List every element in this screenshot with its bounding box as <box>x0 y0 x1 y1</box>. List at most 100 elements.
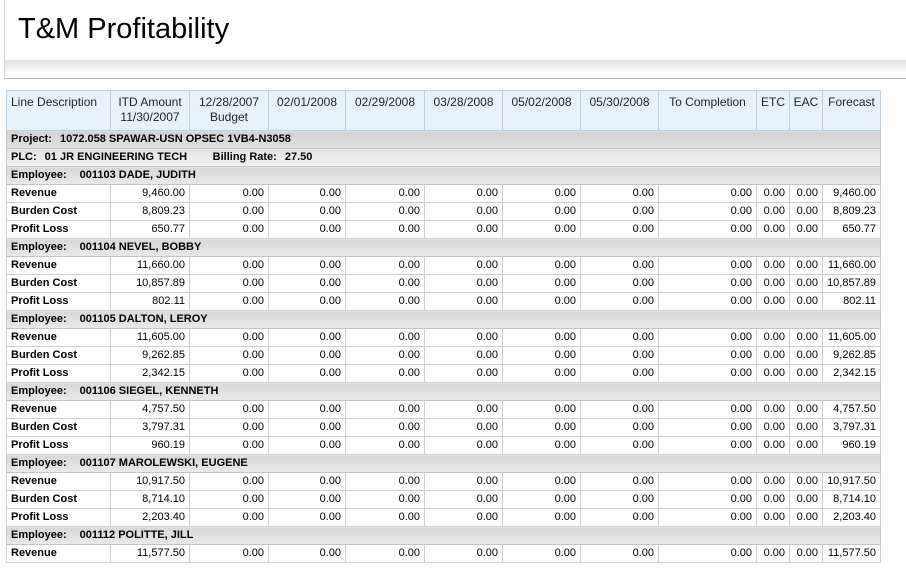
plc-band-row-cell: PLC: 01 JR ENGINEERING TECH Billing Rate: 2… <box>6 148 881 167</box>
value-cell: 0.00 <box>502 490 581 509</box>
value-cell: 0.00 <box>658 418 757 437</box>
value-cell: 0.00 <box>268 184 346 203</box>
project-label: Project: <box>11 133 52 145</box>
value-cell: 0.00 <box>268 364 346 383</box>
value-cell: 0.00 <box>345 490 425 509</box>
plc-value: 01 JR ENGINEERING TECH <box>44 151 188 163</box>
value-cell: 0.00 <box>502 472 581 491</box>
data-row-revenue: Revenue 11,577.50 0.00 0.00 0.00 0.00 0.00 0.00… <box>6 544 881 563</box>
value-cell: 0.00 <box>789 508 823 527</box>
employee-band-row: Employee: 001107 MAROLEWSKI, EUGENE <box>6 454 881 473</box>
employee-label: Employee: <box>11 529 67 541</box>
line-description-cell: Profit Loss <box>6 220 111 239</box>
value-cell: 0.00 <box>189 418 269 437</box>
value-cell: 0.00 <box>189 220 269 239</box>
line-description-cell: Burden Cost <box>6 418 111 437</box>
value-cell: 0.00 <box>189 346 269 365</box>
value-cell: 0.00 <box>345 202 425 221</box>
data-row-revenue: Revenue 4,757.50 0.00 0.00 0.00 0.00 0.00 0.00 0… <box>6 400 881 419</box>
value-cell: 0.00 <box>189 472 269 491</box>
data-row-revenue: Revenue 11,605.00 0.00 0.00 0.00 0.00 0.00 0.00… <box>6 328 881 347</box>
value-cell: 0.00 <box>189 292 269 311</box>
data-row-revenue: Revenue 10,917.50 0.00 0.00 0.00 0.00 0.00 0.00… <box>6 472 881 491</box>
data-row-burden-cost: Burden Cost 8,809.23 0.00 0.00 0.00 0.00 0.00 0… <box>6 202 881 221</box>
value-cell: 0.00 <box>756 202 790 221</box>
value-cell: 0.00 <box>580 184 659 203</box>
value-cell: 0.00 <box>268 220 346 239</box>
employee-band-row-cell: Employee: 001106 SIEGEL, KENNETH <box>6 382 881 401</box>
value-cell: 0.00 <box>756 508 790 527</box>
value-cell: 0.00 <box>756 256 790 275</box>
value-cell: 0.00 <box>789 544 823 563</box>
value-cell: 0.00 <box>424 274 503 293</box>
value-cell: 8,714.10 <box>110 490 190 509</box>
value-cell: 10,917.50 <box>110 472 190 491</box>
column-header-period-02-01-2008: 02/01/2008 <box>268 90 346 131</box>
toolbar-strip <box>5 60 906 72</box>
line-description-cell: Revenue <box>6 472 111 491</box>
value-cell: 0.00 <box>345 508 425 527</box>
value-cell: 11,605.00 <box>822 328 881 347</box>
value-cell: 8,809.23 <box>110 202 190 221</box>
project-band-row: Project: 1072.058 SPAWAR-USN OPSEC 1VB4-N… <box>6 130 881 149</box>
value-cell: 2,342.15 <box>110 364 190 383</box>
value-cell: 0.00 <box>189 274 269 293</box>
value-cell: 0.00 <box>789 436 823 455</box>
value-cell: 0.00 <box>189 400 269 419</box>
value-cell: 0.00 <box>580 490 659 509</box>
value-cell: 0.00 <box>502 292 581 311</box>
value-cell: 0.00 <box>345 364 425 383</box>
value-cell: 0.00 <box>268 292 346 311</box>
column-header-period-05-30-2008: 05/30/2008 <box>580 90 659 131</box>
line-description-cell: Revenue <box>6 328 111 347</box>
value-cell: 0.00 <box>268 346 346 365</box>
employee-band-row-cell: Employee: 001103 DADE, JUDITH <box>6 166 881 185</box>
value-cell: 0.00 <box>658 184 757 203</box>
value-cell: 0.00 <box>756 184 790 203</box>
employee-name: 001104 NEVEL, BOBBY <box>79 241 202 253</box>
value-cell: 650.77 <box>822 220 881 239</box>
value-cell: 9,262.85 <box>110 346 190 365</box>
value-cell: 0.00 <box>268 418 346 437</box>
value-cell: 0.00 <box>502 274 581 293</box>
value-cell: 0.00 <box>789 220 823 239</box>
value-cell: 0.00 <box>502 436 581 455</box>
employee-name: 001106 SIEGEL, KENNETH <box>79 385 219 397</box>
value-cell: 0.00 <box>658 220 757 239</box>
employee-band-row: Employee: 001106 SIEGEL, KENNETH <box>6 382 881 401</box>
value-cell: 0.00 <box>268 472 346 491</box>
value-cell: 0.00 <box>580 400 659 419</box>
value-cell: 0.00 <box>424 508 503 527</box>
line-description-cell: Burden Cost <box>6 490 111 509</box>
value-cell: 802.11 <box>110 292 190 311</box>
value-cell: 11,577.50 <box>110 544 190 563</box>
value-cell: 802.11 <box>822 292 881 311</box>
value-cell: 0.00 <box>658 274 757 293</box>
value-cell: 0.00 <box>756 544 790 563</box>
line-description-cell: Revenue <box>6 256 111 275</box>
value-cell: 0.00 <box>580 418 659 437</box>
value-cell: 8,809.23 <box>822 202 881 221</box>
billing-rate-value: 27.50 <box>284 151 313 163</box>
employee-band-row-cell: Employee: 001112 POLITTE, JILL <box>6 526 881 545</box>
page-title: T&M Profitability <box>18 13 230 45</box>
value-cell: 0.00 <box>424 220 503 239</box>
employee-label: Employee: <box>11 241 67 253</box>
value-cell: 0.00 <box>756 346 790 365</box>
data-row-profit-loss: Profit Loss 2,342.15 0.00 0.00 0.00 0.00 0.00 0… <box>6 364 881 383</box>
value-cell: 0.00 <box>502 364 581 383</box>
value-cell: 0.00 <box>580 364 659 383</box>
plc-band-row: PLC: 01 JR ENGINEERING TECH Billing Rate: 2… <box>6 148 881 167</box>
table-header-row: Line Description ITD Amount 11/30/2007 12/… <box>6 90 881 131</box>
value-cell: 10,857.89 <box>110 274 190 293</box>
value-cell: 0.00 <box>424 418 503 437</box>
value-cell: 0.00 <box>268 256 346 275</box>
line-description-cell: Profit Loss <box>6 364 111 383</box>
data-row-revenue: Revenue 9,460.00 0.00 0.00 0.00 0.00 0.00 0.00 0… <box>6 184 881 203</box>
value-cell: 9,262.85 <box>822 346 881 365</box>
line-description-cell: Burden Cost <box>6 202 111 221</box>
line-description-cell: Burden Cost <box>6 346 111 365</box>
employee-label: Employee: <box>11 313 67 325</box>
value-cell: 0.00 <box>424 346 503 365</box>
value-cell: 11,660.00 <box>822 256 881 275</box>
